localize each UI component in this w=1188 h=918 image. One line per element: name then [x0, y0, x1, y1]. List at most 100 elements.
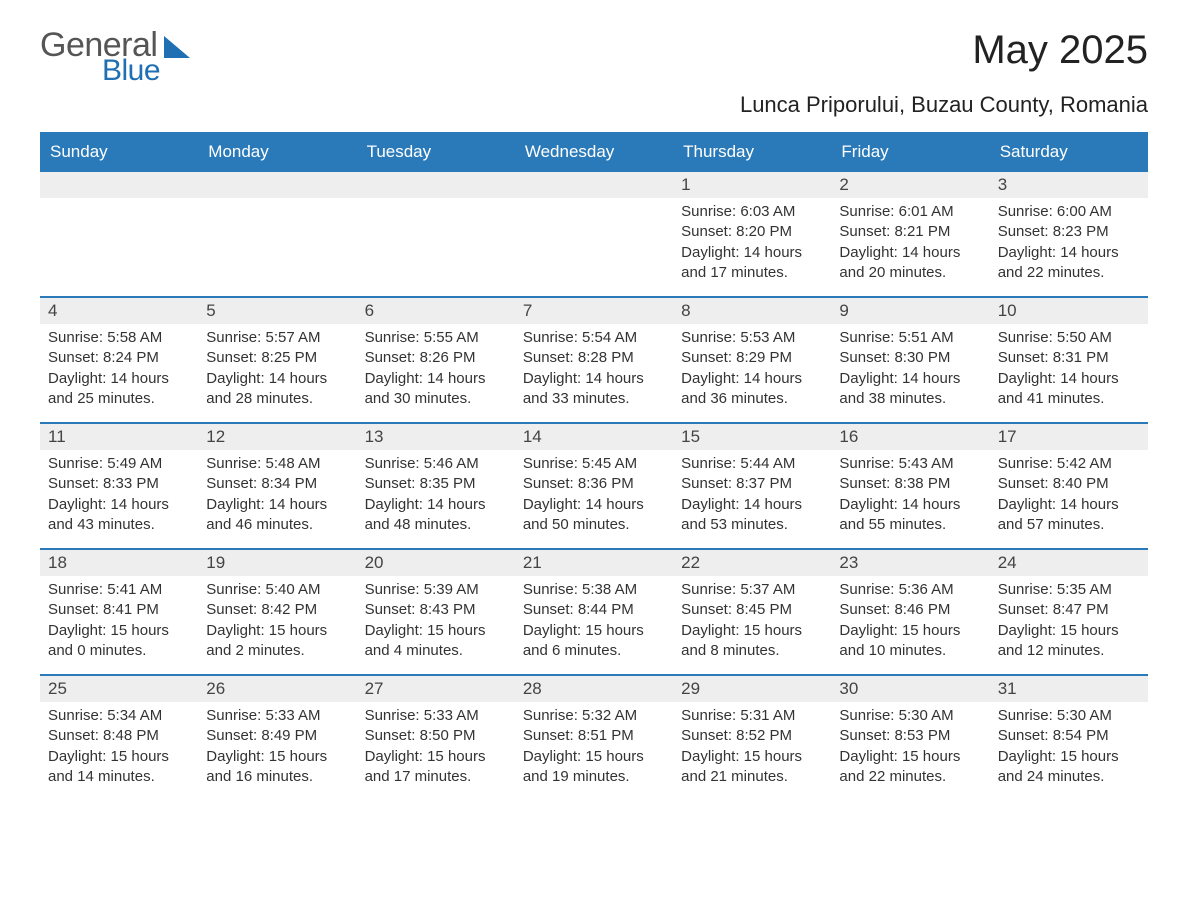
calendar-day-cell: 6Sunrise: 5:55 AMSunset: 8:26 PMDaylight…: [357, 296, 515, 422]
sunrise-text: Sunrise: 6:00 AM: [998, 202, 1140, 222]
sunrise-text: Sunrise: 5:50 AM: [998, 328, 1140, 348]
calendar-empty-cell: [357, 170, 515, 296]
calendar-day-cell: 4Sunrise: 5:58 AMSunset: 8:24 PMDaylight…: [40, 296, 198, 422]
day-details: Sunrise: 5:36 AMSunset: 8:46 PMDaylight:…: [831, 576, 989, 669]
sunrise-text: Sunrise: 5:51 AM: [839, 328, 981, 348]
calendar-day-cell: 20Sunrise: 5:39 AMSunset: 8:43 PMDayligh…: [357, 548, 515, 674]
day-details: Sunrise: 5:32 AMSunset: 8:51 PMDaylight:…: [515, 702, 673, 795]
day-details: Sunrise: 5:58 AMSunset: 8:24 PMDaylight:…: [40, 324, 198, 417]
day-header: Monday: [198, 134, 356, 170]
sunset-text: Sunset: 8:45 PM: [681, 600, 823, 620]
calendar-day-cell: 3Sunrise: 6:00 AMSunset: 8:23 PMDaylight…: [990, 170, 1148, 296]
sunset-text: Sunset: 8:42 PM: [206, 600, 348, 620]
calendar-empty-cell: [40, 170, 198, 296]
day-number: 5: [198, 298, 356, 324]
daylight-text: Daylight: 15 hours and 19 minutes.: [523, 747, 665, 788]
calendar-day-cell: 14Sunrise: 5:45 AMSunset: 8:36 PMDayligh…: [515, 422, 673, 548]
sunset-text: Sunset: 8:28 PM: [523, 348, 665, 368]
daylight-text: Daylight: 15 hours and 17 minutes.: [365, 747, 507, 788]
calendar-day-cell: 19Sunrise: 5:40 AMSunset: 8:42 PMDayligh…: [198, 548, 356, 674]
day-details: Sunrise: 5:37 AMSunset: 8:45 PMDaylight:…: [673, 576, 831, 669]
day-number: 19: [198, 550, 356, 576]
daylight-text: Daylight: 14 hours and 28 minutes.: [206, 369, 348, 410]
sunrise-text: Sunrise: 5:35 AM: [998, 580, 1140, 600]
day-details: Sunrise: 5:55 AMSunset: 8:26 PMDaylight:…: [357, 324, 515, 417]
day-details: Sunrise: 5:43 AMSunset: 8:38 PMDaylight:…: [831, 450, 989, 543]
day-header: Tuesday: [357, 134, 515, 170]
day-number: 8: [673, 298, 831, 324]
day-number: 10: [990, 298, 1148, 324]
day-header: Friday: [831, 134, 989, 170]
day-number: 11: [40, 424, 198, 450]
sunset-text: Sunset: 8:30 PM: [839, 348, 981, 368]
calendar-day-cell: 1Sunrise: 6:03 AMSunset: 8:20 PMDaylight…: [673, 170, 831, 296]
day-details: Sunrise: 5:30 AMSunset: 8:53 PMDaylight:…: [831, 702, 989, 795]
day-details: Sunrise: 5:44 AMSunset: 8:37 PMDaylight:…: [673, 450, 831, 543]
logo: General Blue: [40, 28, 198, 86]
day-number: 2: [831, 172, 989, 198]
calendar-day-cell: 31Sunrise: 5:30 AMSunset: 8:54 PMDayligh…: [990, 674, 1148, 800]
sunrise-text: Sunrise: 5:36 AM: [839, 580, 981, 600]
sunrise-text: Sunrise: 5:33 AM: [206, 706, 348, 726]
day-details: Sunrise: 5:53 AMSunset: 8:29 PMDaylight:…: [673, 324, 831, 417]
calendar-day-cell: 22Sunrise: 5:37 AMSunset: 8:45 PMDayligh…: [673, 548, 831, 674]
day-number: 6: [357, 298, 515, 324]
sunrise-text: Sunrise: 5:41 AM: [48, 580, 190, 600]
day-number: 25: [40, 676, 198, 702]
sunset-text: Sunset: 8:26 PM: [365, 348, 507, 368]
day-number-bar: [198, 172, 356, 198]
sunset-text: Sunset: 8:51 PM: [523, 726, 665, 746]
sunset-text: Sunset: 8:24 PM: [48, 348, 190, 368]
daylight-text: Daylight: 15 hours and 2 minutes.: [206, 621, 348, 662]
day-number: 18: [40, 550, 198, 576]
day-number: 31: [990, 676, 1148, 702]
sunrise-text: Sunrise: 5:54 AM: [523, 328, 665, 348]
day-header: Sunday: [40, 134, 198, 170]
day-details: Sunrise: 5:31 AMSunset: 8:52 PMDaylight:…: [673, 702, 831, 795]
sunset-text: Sunset: 8:49 PM: [206, 726, 348, 746]
logo-word-blue: Blue: [102, 56, 160, 86]
day-number: 27: [357, 676, 515, 702]
daylight-text: Daylight: 14 hours and 36 minutes.: [681, 369, 823, 410]
daylight-text: Daylight: 15 hours and 22 minutes.: [839, 747, 981, 788]
day-number: 30: [831, 676, 989, 702]
daylight-text: Daylight: 15 hours and 16 minutes.: [206, 747, 348, 788]
day-number: 17: [990, 424, 1148, 450]
sunset-text: Sunset: 8:47 PM: [998, 600, 1140, 620]
daylight-text: Daylight: 15 hours and 0 minutes.: [48, 621, 190, 662]
calendar-day-cell: 28Sunrise: 5:32 AMSunset: 8:51 PMDayligh…: [515, 674, 673, 800]
daylight-text: Daylight: 14 hours and 22 minutes.: [998, 243, 1140, 284]
day-details: Sunrise: 5:57 AMSunset: 8:25 PMDaylight:…: [198, 324, 356, 417]
sunset-text: Sunset: 8:40 PM: [998, 474, 1140, 494]
day-details: Sunrise: 5:30 AMSunset: 8:54 PMDaylight:…: [990, 702, 1148, 795]
day-details: Sunrise: 6:03 AMSunset: 8:20 PMDaylight:…: [673, 198, 831, 291]
daylight-text: Daylight: 14 hours and 30 minutes.: [365, 369, 507, 410]
day-number: 15: [673, 424, 831, 450]
sunset-text: Sunset: 8:41 PM: [48, 600, 190, 620]
calendar-day-cell: 9Sunrise: 5:51 AMSunset: 8:30 PMDaylight…: [831, 296, 989, 422]
day-number: 29: [673, 676, 831, 702]
sunset-text: Sunset: 8:53 PM: [839, 726, 981, 746]
day-number-bar: [515, 172, 673, 198]
calendar-day-cell: 13Sunrise: 5:46 AMSunset: 8:35 PMDayligh…: [357, 422, 515, 548]
day-number: 9: [831, 298, 989, 324]
calendar-day-cell: 8Sunrise: 5:53 AMSunset: 8:29 PMDaylight…: [673, 296, 831, 422]
daylight-text: Daylight: 14 hours and 25 minutes.: [48, 369, 190, 410]
day-details: Sunrise: 5:50 AMSunset: 8:31 PMDaylight:…: [990, 324, 1148, 417]
sunrise-text: Sunrise: 6:03 AM: [681, 202, 823, 222]
daylight-text: Daylight: 14 hours and 53 minutes.: [681, 495, 823, 536]
calendar-day-cell: 12Sunrise: 5:48 AMSunset: 8:34 PMDayligh…: [198, 422, 356, 548]
day-details: Sunrise: 5:39 AMSunset: 8:43 PMDaylight:…: [357, 576, 515, 669]
calendar-day-cell: 10Sunrise: 5:50 AMSunset: 8:31 PMDayligh…: [990, 296, 1148, 422]
sunset-text: Sunset: 8:43 PM: [365, 600, 507, 620]
calendar-day-cell: 29Sunrise: 5:31 AMSunset: 8:52 PMDayligh…: [673, 674, 831, 800]
sunset-text: Sunset: 8:34 PM: [206, 474, 348, 494]
calendar-day-cell: 27Sunrise: 5:33 AMSunset: 8:50 PMDayligh…: [357, 674, 515, 800]
day-number: 7: [515, 298, 673, 324]
daylight-text: Daylight: 15 hours and 21 minutes.: [681, 747, 823, 788]
sunrise-text: Sunrise: 5:58 AM: [48, 328, 190, 348]
daylight-text: Daylight: 14 hours and 33 minutes.: [523, 369, 665, 410]
daylight-text: Daylight: 15 hours and 10 minutes.: [839, 621, 981, 662]
calendar-day-cell: 15Sunrise: 5:44 AMSunset: 8:37 PMDayligh…: [673, 422, 831, 548]
day-number: 23: [831, 550, 989, 576]
